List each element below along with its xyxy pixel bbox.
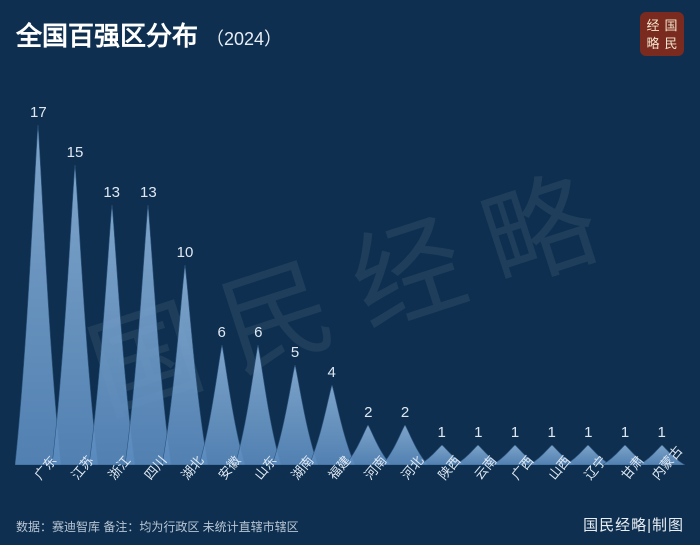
brand-stamp-text: 经 国 略 民 [644, 16, 680, 52]
footer: 数据：赛迪智库 备注：均为行政区 未统计直辖市辖区 国民经略|制图 [16, 514, 684, 535]
x-tick: 江苏 [62, 467, 88, 487]
value-label: 10 [177, 244, 194, 261]
chart-root: 国民经略 全国百强区分布 （2024） 经 国 略 民 17 [0, 0, 700, 545]
title-wrap: 全国百强区分布 （2024） [16, 16, 282, 53]
value-label: 4 [327, 364, 335, 381]
x-tick: 湖南 [282, 467, 308, 487]
value-label: 1 [621, 424, 629, 441]
x-tick: 湖北 [172, 467, 198, 487]
x-tick: 河北 [392, 467, 418, 487]
x-tick: 辽宁 [575, 467, 601, 487]
value-label: 15 [67, 144, 84, 161]
value-label: 17 [30, 104, 47, 121]
credit-label: 国民经略|制图 [583, 514, 684, 535]
x-axis: 广东江苏浙江四川湖北安徽山东湖南福建河南河北陕西云南广西山西辽宁甘肃内蒙古 [20, 467, 680, 507]
x-tick: 广东 [25, 467, 51, 487]
x-tick: 浙江 [99, 467, 125, 487]
value-label: 1 [657, 424, 665, 441]
brand-stamp: 经 国 略 民 [640, 12, 684, 56]
x-tick: 广西 [502, 467, 528, 487]
x-tick: 河南 [355, 467, 381, 487]
chart-title: 全国百强区分布 [16, 16, 198, 53]
header: 全国百强区分布 （2024） 经 国 略 民 [16, 12, 684, 56]
value-label: 1 [511, 424, 519, 441]
x-tick: 福建 [319, 467, 345, 487]
x-tick: 云南 [465, 467, 491, 487]
x-tick: 山东 [245, 467, 271, 487]
value-label: 5 [291, 344, 299, 361]
value-label: 2 [401, 404, 409, 421]
x-tick: 山西 [539, 467, 565, 487]
x-tick: 甘肃 [612, 467, 638, 487]
chart-subtitle: （2024） [206, 25, 282, 51]
value-label: 1 [547, 424, 555, 441]
value-label: 2 [364, 404, 372, 421]
value-label: 13 [103, 184, 120, 201]
x-tick: 安徽 [209, 467, 235, 487]
value-label: 6 [254, 324, 262, 341]
value-label: 1 [584, 424, 592, 441]
plot-area: 17 15 13 13 [20, 70, 680, 465]
source-label: 数据：赛迪智库 备注：均为行政区 未统计直辖市辖区 [16, 518, 299, 535]
x-tick: 陕西 [429, 467, 455, 487]
value-label: 6 [217, 324, 225, 341]
value-label: 13 [140, 184, 157, 201]
x-tick: 内蒙古 [642, 467, 681, 487]
x-tick: 四川 [135, 467, 161, 487]
value-label: 1 [474, 424, 482, 441]
value-label: 1 [437, 424, 445, 441]
